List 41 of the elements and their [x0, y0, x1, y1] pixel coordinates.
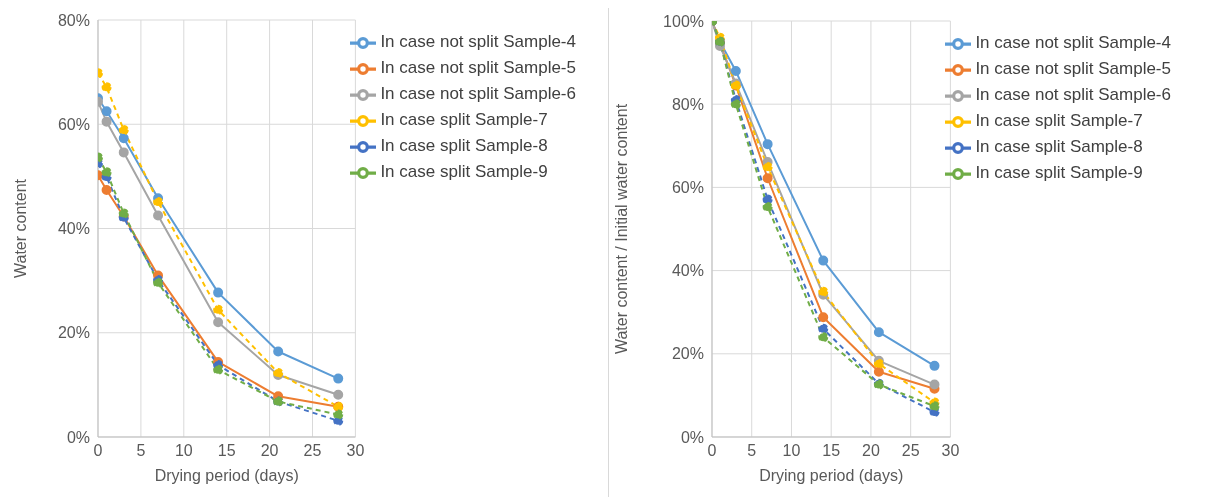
- legend-label: In case not split Sample-5: [380, 58, 576, 78]
- x-tick-label: 15: [217, 442, 236, 460]
- x-tick-label: 30: [941, 442, 960, 460]
- legend-label: In case split Sample-9: [380, 162, 548, 182]
- x-tick-label: 0: [707, 442, 717, 460]
- legend-label: In case not split Sample-6: [975, 85, 1171, 105]
- x-tick-label: 0: [93, 442, 103, 460]
- y-tick-label: 100%: [663, 12, 704, 30]
- legend-label: In case split Sample-9: [975, 163, 1143, 183]
- x-tick-label: 20: [260, 442, 279, 460]
- y-tick-label: 60%: [671, 179, 704, 197]
- legend-label: In case split Sample-8: [975, 137, 1143, 157]
- y-tick-label: 20%: [57, 324, 90, 342]
- y-tick-label: 80%: [671, 95, 704, 113]
- legend-label: In case not split Sample-4: [975, 33, 1171, 53]
- legend-label: In case split Sample-8: [380, 136, 548, 156]
- y-tick-label: 80%: [57, 11, 90, 29]
- x-tick-label: 15: [822, 442, 841, 460]
- x-axis-title: Drying period (days): [759, 467, 904, 484]
- x-tick-label: 25: [901, 442, 920, 460]
- x-tick-label: 5: [747, 442, 757, 460]
- y-tick-label: 40%: [671, 262, 704, 280]
- x-tick-label: 25: [303, 442, 322, 460]
- y-axis-title: Water content: [11, 178, 29, 279]
- y-tick-label: 60%: [57, 115, 90, 133]
- y-tick-label: 40%: [57, 220, 90, 238]
- x-tick-label: 5: [136, 442, 146, 460]
- x-tick-label: 10: [174, 442, 193, 460]
- legend-label: In case not split Sample-5: [975, 59, 1171, 79]
- legend-label: In case split Sample-7: [380, 110, 548, 130]
- legend-label: In case not split Sample-6: [380, 84, 576, 104]
- y-tick-label: 0%: [66, 428, 90, 446]
- x-axis-title: Drying period (days): [154, 467, 299, 484]
- y-tick-label: 0%: [680, 428, 704, 446]
- legend-label: In case split Sample-7: [975, 111, 1143, 131]
- legend-label: In case not split Sample-4: [380, 32, 576, 52]
- x-tick-label: 10: [782, 442, 801, 460]
- x-tick-label: 20: [862, 442, 880, 460]
- y-axis-title: Water content / Initial water content: [612, 103, 630, 355]
- y-tick-label: 20%: [671, 345, 704, 363]
- x-tick-label: 30: [346, 442, 365, 460]
